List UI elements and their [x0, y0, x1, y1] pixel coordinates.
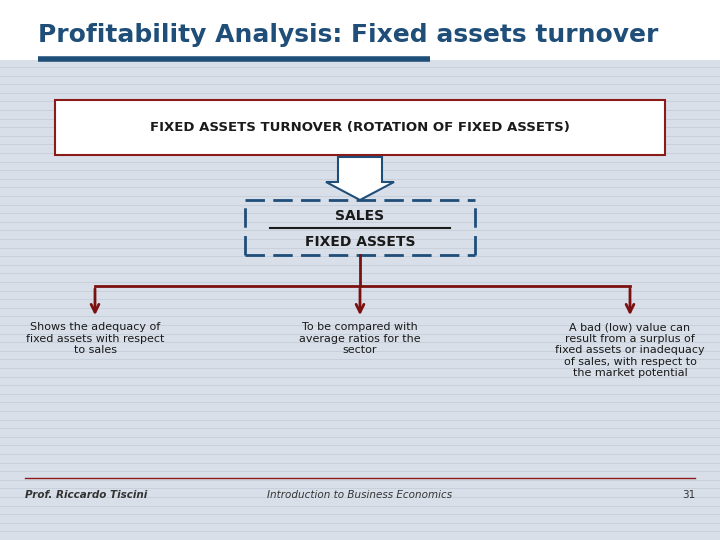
Text: FIXED ASSETS: FIXED ASSETS	[305, 234, 415, 248]
Text: Shows the adequacy of
fixed assets with respect
to sales: Shows the adequacy of fixed assets with …	[26, 322, 164, 355]
Text: A bad (low) value can
result from a surplus of
fixed assets or inadequacy
of sal: A bad (low) value can result from a surp…	[555, 322, 705, 379]
Text: 31: 31	[682, 490, 695, 500]
Text: SALES: SALES	[336, 208, 384, 222]
Text: To be compared with
average ratios for the
sector: To be compared with average ratios for t…	[300, 322, 420, 355]
FancyBboxPatch shape	[0, 0, 720, 60]
Polygon shape	[326, 157, 394, 200]
Text: FIXED ASSETS TURNOVER (ROTATION OF FIXED ASSETS): FIXED ASSETS TURNOVER (ROTATION OF FIXED…	[150, 120, 570, 133]
Text: Profitability Analysis: Fixed assets turnover: Profitability Analysis: Fixed assets tur…	[38, 23, 658, 47]
Text: Introduction to Business Economics: Introduction to Business Economics	[267, 490, 453, 500]
FancyBboxPatch shape	[55, 100, 665, 155]
Text: Prof. Riccardo Tiscini: Prof. Riccardo Tiscini	[25, 490, 148, 500]
